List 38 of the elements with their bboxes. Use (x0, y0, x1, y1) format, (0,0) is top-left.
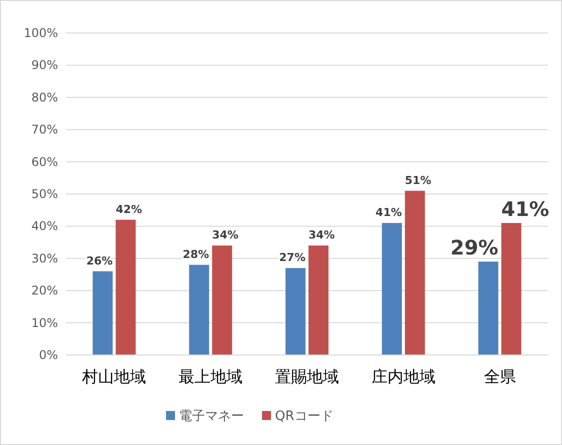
bar (116, 220, 136, 355)
bar (478, 262, 498, 355)
bar (286, 268, 306, 355)
y-tick-label: 0% (38, 348, 58, 362)
data-label: 42% (116, 202, 142, 216)
bar (382, 222, 402, 355)
data-label: 51% (404, 174, 432, 187)
data-label: 34% (308, 228, 335, 242)
data-label: 34% (212, 228, 238, 242)
x-tick-label: 全県 (484, 367, 516, 386)
x-tick-label: 村山地域 (81, 367, 146, 386)
bar (212, 246, 232, 355)
y-tick-label: 10% (31, 316, 58, 330)
legend-label: QRコード (275, 409, 334, 424)
y-tick-label: 50% (31, 187, 58, 201)
data-label: 41% (501, 196, 550, 221)
x-tick-label: 庄内地域 (371, 367, 436, 386)
bar (92, 271, 113, 355)
data-label: 28% (182, 248, 210, 261)
x-tick-label: 最上地域 (178, 367, 243, 386)
y-tick-label: 70% (31, 122, 58, 137)
y-tick-label: 80% (31, 90, 58, 104)
y-tick-label: 30% (31, 251, 58, 266)
data-label: 27% (279, 251, 306, 264)
data-label: 41% (376, 206, 402, 219)
bar (404, 190, 425, 355)
y-tick-label: 60% (31, 154, 58, 169)
bar (189, 264, 210, 355)
data-label: 29% (450, 236, 498, 260)
legend-label: 電子マネー (179, 409, 244, 424)
x-tick-label: 置賜地域 (275, 367, 339, 386)
data-label: 26% (86, 254, 113, 268)
y-tick-label: 100% (24, 26, 58, 40)
y-tick-label: 90% (31, 58, 58, 72)
y-tick-label: 20% (31, 284, 58, 298)
bar (308, 246, 328, 355)
y-tick-label: 40% (31, 219, 58, 234)
bar (501, 222, 522, 355)
